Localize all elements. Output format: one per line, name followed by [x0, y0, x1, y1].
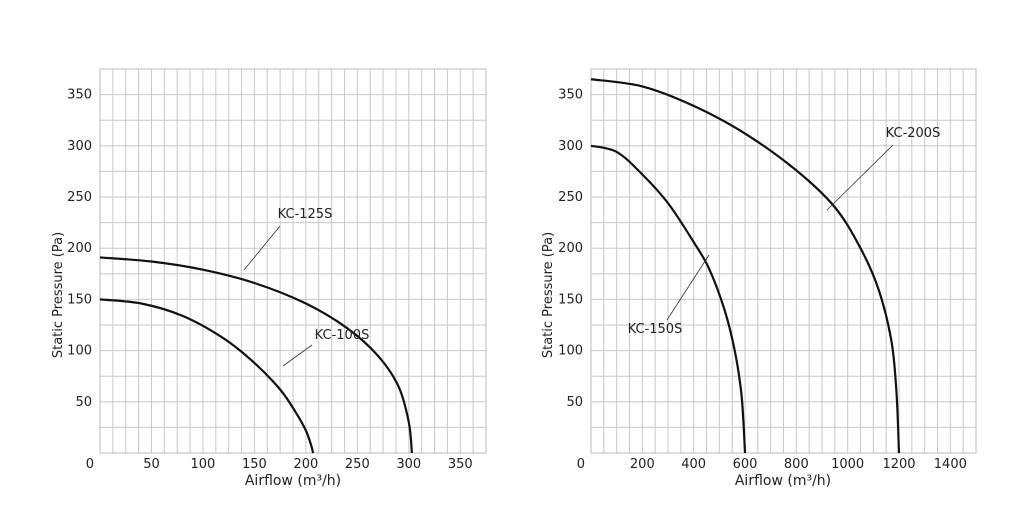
y-tick-label: 150	[558, 292, 583, 307]
x-axis-title: Airflow (m³/h)	[735, 473, 831, 489]
x-tick-label: 1000	[831, 457, 864, 472]
y-tick-label: 300	[558, 139, 583, 154]
x-tick-label: 200	[630, 457, 655, 472]
x-tick-label: 1200	[882, 457, 915, 472]
x-tick-label: 0	[86, 457, 94, 472]
x-tick-label: 600	[733, 457, 758, 472]
y-axis-title: Static Pressure (Pa)	[51, 232, 66, 358]
x-tick-label: 150	[242, 457, 267, 472]
leader-line	[826, 144, 894, 211]
y-tick-label: 300	[67, 139, 92, 154]
y-tick-label: 250	[67, 190, 92, 205]
x-axis-title: Airflow (m³/h)	[245, 473, 341, 489]
leader-line	[243, 225, 281, 271]
x-tick-label: 400	[681, 457, 706, 472]
y-tick-label: 100	[67, 344, 92, 359]
y-tick-label: 50	[75, 395, 92, 410]
x-tick-label: 50	[143, 457, 160, 472]
y-tick-label: 50	[566, 395, 583, 410]
series-label: KC-100S	[315, 328, 370, 343]
right-chart: 0 200 400 600 800 1000 1200 1400 50 100 150 200 250 3…	[541, 68, 977, 489]
y-tick-label: 200	[558, 241, 583, 256]
series-curve-kc-200s	[590, 78, 901, 454]
y-tick-label: 200	[67, 241, 92, 256]
x-tick-label: 1400	[934, 457, 967, 472]
y-axis-title: Static Pressure (Pa)	[541, 232, 556, 358]
y-tick-label: 150	[67, 292, 92, 307]
x-tick-label: 0	[577, 457, 585, 472]
series-curve-kc-125s	[99, 256, 413, 454]
x-tick-label: 350	[448, 457, 473, 472]
y-tick-label: 100	[558, 344, 583, 359]
series-label: KC-150S	[628, 322, 683, 337]
x-tick-label: 200	[293, 457, 318, 472]
x-tick-label: 800	[784, 457, 809, 472]
x-tick-label: 100	[191, 457, 216, 472]
series-label: KC-125S	[278, 207, 333, 222]
left-chart: 0 50 100 150 200 250 300 350 50 100 150 200 250 300 35…	[51, 68, 487, 489]
y-tick-label: 350	[558, 88, 583, 103]
plot-frame	[590, 68, 977, 454]
series-label: KC-200S	[886, 126, 941, 141]
y-tick-label: 250	[558, 190, 583, 205]
y-tick-label: 350	[67, 88, 92, 103]
plot-frame	[99, 68, 487, 454]
x-tick-label: 300	[396, 457, 421, 472]
series-curve-kc-150s	[590, 144, 747, 454]
leader-line	[666, 254, 710, 321]
x-tick-label: 250	[345, 457, 370, 472]
leader-line	[282, 344, 313, 367]
series-curve-kc-100s	[99, 298, 315, 454]
